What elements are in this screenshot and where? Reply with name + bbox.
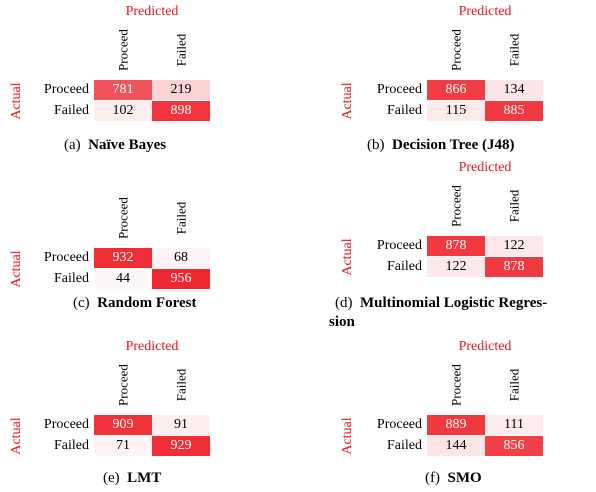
column-label-failed: Failed [173, 201, 189, 235]
actual-axis-label: Actual [340, 82, 355, 120]
matrix-cell: 71 [94, 436, 152, 456]
matrix-cell: 885 [485, 101, 543, 121]
matrix-cell: 122 [427, 257, 485, 277]
column-label-failed: Failed [173, 368, 189, 402]
row-label-proceed: Proceed [376, 82, 422, 97]
predicted-axis-label: Predicted [125, 339, 179, 354]
panel-caption: (c) Random Forest [73, 294, 196, 312]
matrix-cell: 134 [485, 80, 543, 100]
matrix-cell: 144 [427, 436, 485, 456]
matrix-cell: 898 [152, 101, 210, 121]
row-label-failed: Failed [54, 438, 89, 453]
column-label-proceed: Proceed [115, 364, 131, 406]
predicted-axis-label: Predicted [458, 160, 512, 175]
actual-axis-label: Actual [340, 417, 355, 455]
actual-axis-label: Actual [9, 82, 24, 120]
caption-tag: (c) [73, 295, 98, 311]
column-label-failed: Failed [506, 33, 522, 67]
panel-caption: (e) LMT [103, 469, 161, 487]
panel-caption: (d) Multinomial Logistic Regres- [335, 294, 547, 312]
column-label-proceed: Proceed [448, 185, 464, 227]
caption-tag: (e) [103, 470, 128, 486]
matrix-cell: 889 [427, 415, 485, 435]
row-label-proceed: Proceed [43, 417, 89, 432]
matrix-cell: 929 [152, 436, 210, 456]
column-label-failed: Failed [173, 33, 189, 67]
column-label-failed: Failed [506, 368, 522, 402]
caption-tag: (f) [425, 470, 448, 486]
row-label-failed: Failed [387, 103, 422, 118]
matrix-cell: 781 [94, 80, 152, 100]
caption-name: Multinomial Logistic Regres- [360, 295, 548, 311]
matrix-cell: 122 [485, 236, 543, 256]
matrix-cell: 932 [94, 248, 152, 268]
matrix-cell: 878 [485, 257, 543, 277]
row-label-proceed: Proceed [376, 238, 422, 253]
matrix-cell: 44 [94, 269, 152, 289]
matrix-cell: 909 [94, 415, 152, 435]
matrix-cell: 102 [94, 101, 152, 121]
panel-caption-continued: sion [329, 314, 355, 330]
row-label-proceed: Proceed [43, 82, 89, 97]
panel-caption: (a) Naïve Bayes [64, 136, 166, 154]
row-label-proceed: Proceed [376, 417, 422, 432]
row-label-failed: Failed [387, 259, 422, 274]
actual-axis-label: Actual [340, 238, 355, 276]
matrix-cell: 878 [427, 236, 485, 256]
matrix-cell: 219 [152, 80, 210, 100]
predicted-axis-label: Predicted [125, 4, 179, 19]
matrix-cell: 856 [485, 436, 543, 456]
caption-name: Decision Tree (J48) [392, 137, 515, 153]
column-label-proceed: Proceed [115, 29, 131, 71]
column-label-failed: Failed [506, 189, 522, 223]
matrix-cell: 115 [427, 101, 485, 121]
matrix-cell: 68 [152, 248, 210, 268]
caption-tag: (d) [335, 295, 360, 311]
caption-name: Naïve Bayes [88, 137, 167, 153]
column-label-proceed: Proceed [448, 29, 464, 71]
row-label-failed: Failed [54, 103, 89, 118]
caption-name: LMT [127, 470, 162, 486]
row-label-failed: Failed [54, 271, 89, 286]
actual-axis-label: Actual [9, 250, 24, 288]
matrix-cell: 111 [485, 415, 543, 435]
predicted-axis-label: Predicted [458, 339, 512, 354]
matrix-cell: 91 [152, 415, 210, 435]
matrix-cell: 866 [427, 80, 485, 100]
caption-tag: (b) [367, 137, 392, 153]
caption-name: Random Forest [97, 295, 197, 311]
panel-caption: (b) Decision Tree (J48) [367, 136, 514, 154]
panel-caption: (f) SMO [425, 469, 482, 487]
row-label-failed: Failed [387, 438, 422, 453]
row-label-proceed: Proceed [43, 250, 89, 265]
column-label-proceed: Proceed [448, 364, 464, 406]
matrix-cell: 956 [152, 269, 210, 289]
actual-axis-label: Actual [9, 417, 24, 455]
predicted-axis-label: Predicted [458, 4, 512, 19]
caption-tag: (a) [64, 137, 89, 153]
column-label-proceed: Proceed [115, 197, 131, 239]
caption-name: SMO [447, 470, 482, 486]
